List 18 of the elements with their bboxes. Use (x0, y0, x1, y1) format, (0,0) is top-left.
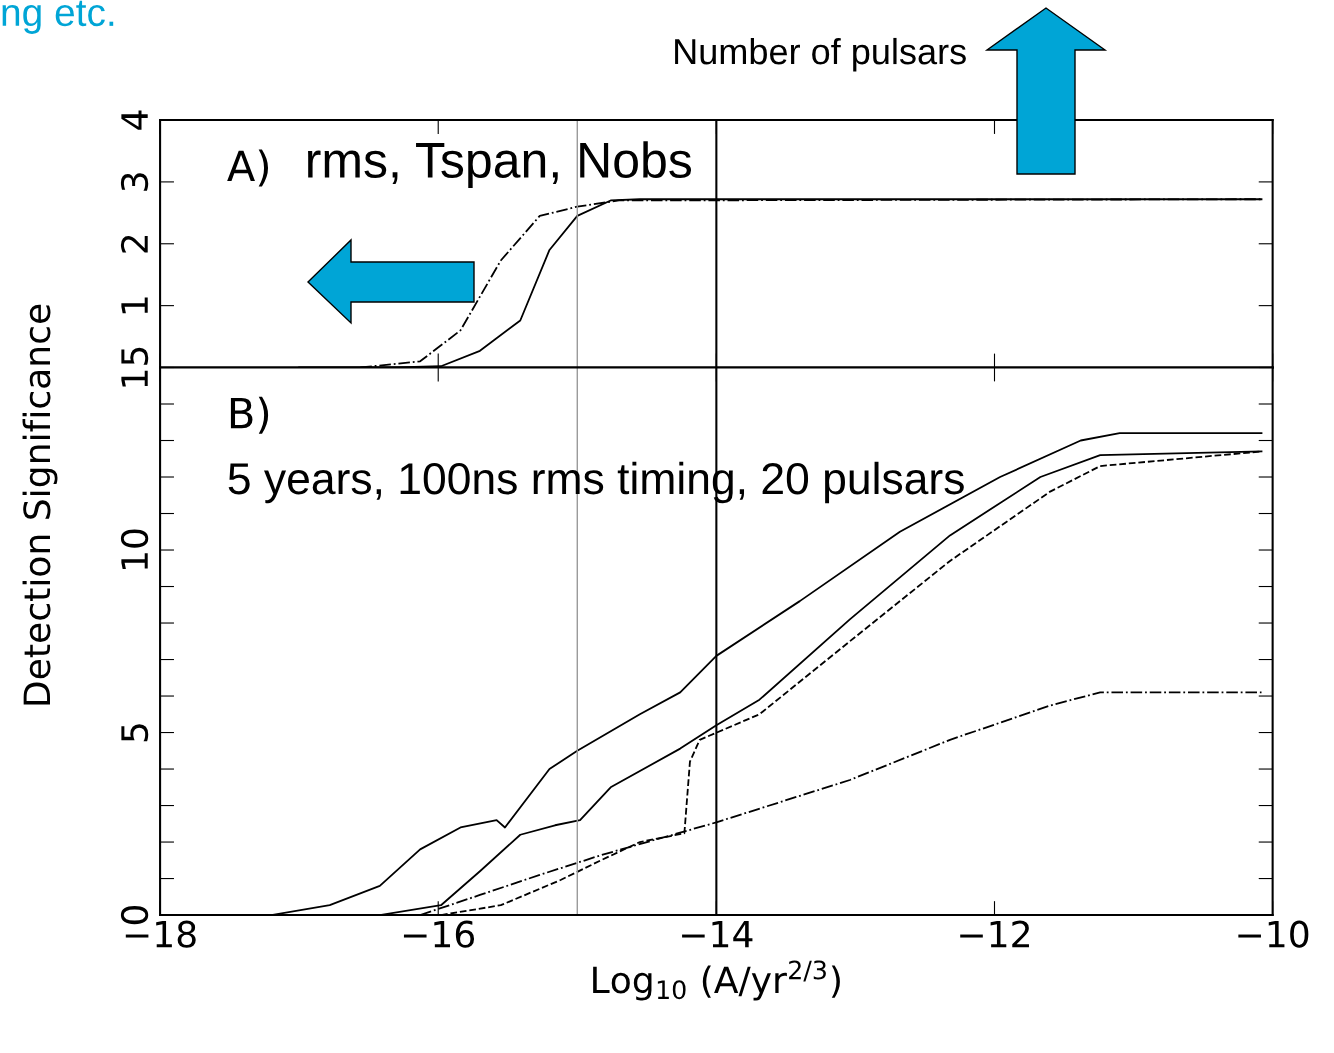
chart-subtitle: ng etc. (2, 0, 114, 34)
x-tick-label: −14 (682, 921, 753, 948)
y-tick-label: 1 (121, 297, 148, 314)
y-tick-label: 15 (121, 347, 149, 387)
annotation: A) (227, 149, 269, 187)
y-tick-label: 5 (121, 724, 149, 742)
y-tick-label: 4 (121, 110, 148, 130)
y-tick-label: 2 (120, 235, 148, 253)
annotation: rms, Tspan, Nobs (308, 141, 692, 188)
x-axis-title: Log$_{10}$ (A/yr$^{2/3}$) (593, 960, 840, 1001)
y-axis-title: Detection Significance (22, 304, 58, 705)
y-tick-label: 3 (120, 173, 149, 191)
x-tick-label: −10 (1238, 920, 1309, 948)
x-tick-label: −12 (960, 920, 1029, 948)
y-tick-label: 10 (120, 529, 149, 570)
annotation: B) (230, 396, 269, 434)
chart-title: Number of pulsars (675, 37, 966, 72)
x-tick-label: −16 (403, 920, 475, 948)
